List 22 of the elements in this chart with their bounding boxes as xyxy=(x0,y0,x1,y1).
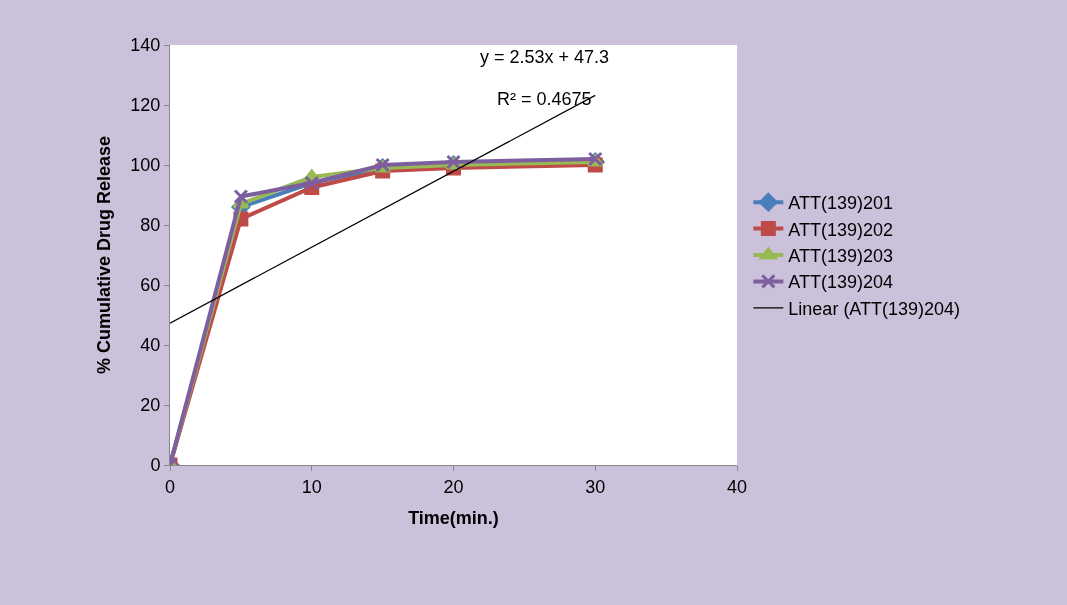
legend-label: ATT(139)202 xyxy=(788,219,894,240)
y-tick-label: 80 xyxy=(140,215,161,236)
y-tick-label: 0 xyxy=(150,455,161,476)
legend-label: ATT(139)201 xyxy=(788,193,894,214)
legend-label: ATT(139)203 xyxy=(788,246,894,267)
x-tick-label: 10 xyxy=(301,476,322,497)
y-tick-label: 20 xyxy=(140,395,161,416)
x-tick-label: 0 xyxy=(164,476,176,497)
legend-label: ATT(139)204 xyxy=(788,272,894,293)
y-axis-title: % Cumulative Drug Release xyxy=(93,135,114,375)
y-tick-label: 60 xyxy=(140,275,161,296)
y-tick-label: 140 xyxy=(130,35,161,56)
annotation: R² = 0.4675 xyxy=(497,89,592,109)
x-tick-label: 40 xyxy=(726,476,748,497)
y-tick-label: 40 xyxy=(140,335,161,356)
y-tick-label: 120 xyxy=(130,95,161,116)
y-tick-label: 100 xyxy=(130,155,161,176)
legend-label: Linear (ATT(139)204) xyxy=(788,298,961,319)
x-tick-label: 30 xyxy=(585,476,606,497)
annotation: y = 2.53x + 47.3 xyxy=(480,47,610,67)
x-tick-label: 20 xyxy=(443,476,464,497)
x-axis-title: Time(min.) xyxy=(408,507,499,528)
